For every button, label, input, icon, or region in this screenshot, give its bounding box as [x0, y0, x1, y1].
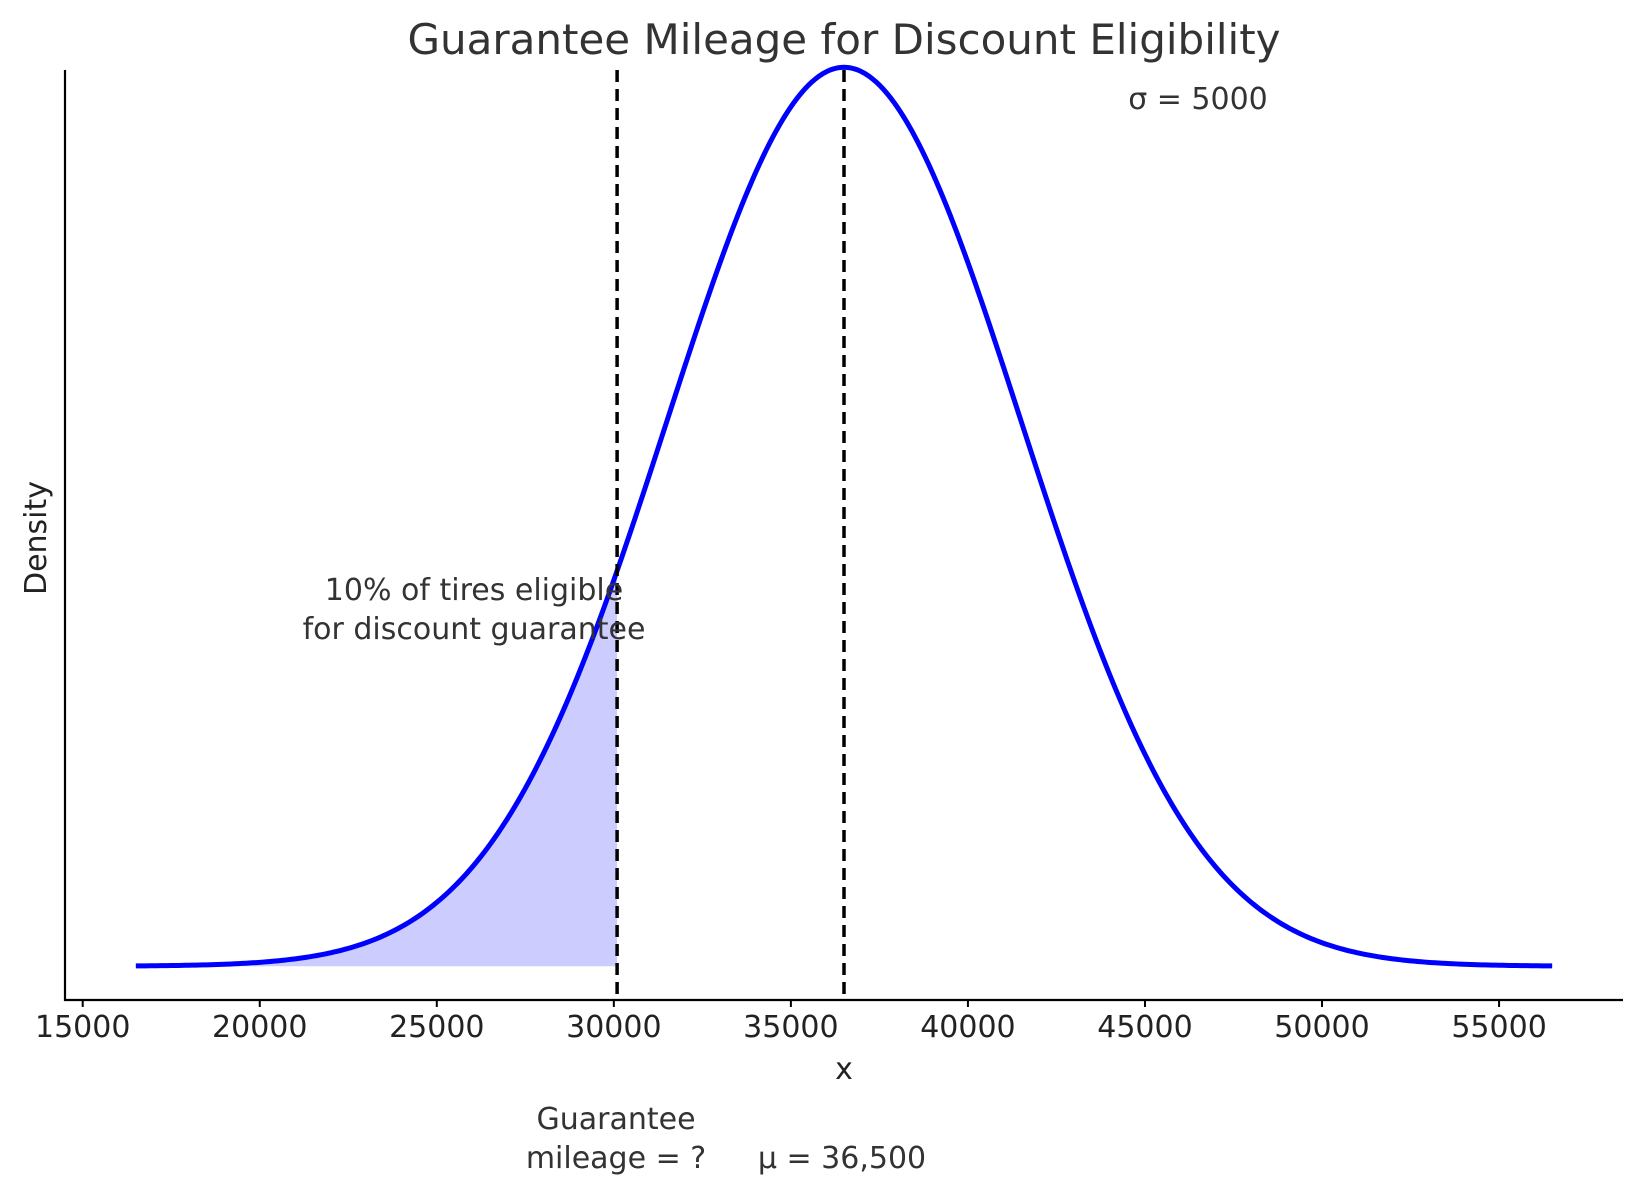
- x-tick-label: 20000: [212, 1010, 307, 1045]
- chart-title: Guarantee Mileage for Discount Eligibili…: [407, 15, 1280, 64]
- x-axis-label: x: [835, 1052, 853, 1087]
- region-annotation-line1: 10% of tires eligible: [325, 573, 623, 608]
- x-tick-label: 40000: [920, 1010, 1015, 1045]
- sigma-annotation: σ = 5000: [1128, 82, 1268, 117]
- x-tick-label: 50000: [1274, 1010, 1369, 1045]
- region-annotation-line2: for discount guarantee: [303, 612, 646, 647]
- guarantee-label-line1: Guarantee: [536, 1102, 695, 1137]
- x-axis-ticks: 15000 20000 25000 30000 35000 40000 45000 50000…: [35, 1000, 1547, 1045]
- x-tick-label: 30000: [566, 1010, 661, 1045]
- guarantee-label-line2: mileage = ?: [526, 1141, 706, 1176]
- x-tick-label: 55000: [1451, 1010, 1546, 1045]
- mu-annotation: μ = 36,500: [758, 1141, 926, 1176]
- x-tick-label: 45000: [1097, 1010, 1192, 1045]
- y-axis-label: Density: [19, 481, 54, 595]
- x-tick-label: 15000: [35, 1010, 130, 1045]
- eligible-region-shading: [135, 570, 618, 967]
- density-curve: [135, 64, 1553, 969]
- x-tick-label: 35000: [743, 1010, 838, 1045]
- x-tick-label: 25000: [389, 1010, 484, 1045]
